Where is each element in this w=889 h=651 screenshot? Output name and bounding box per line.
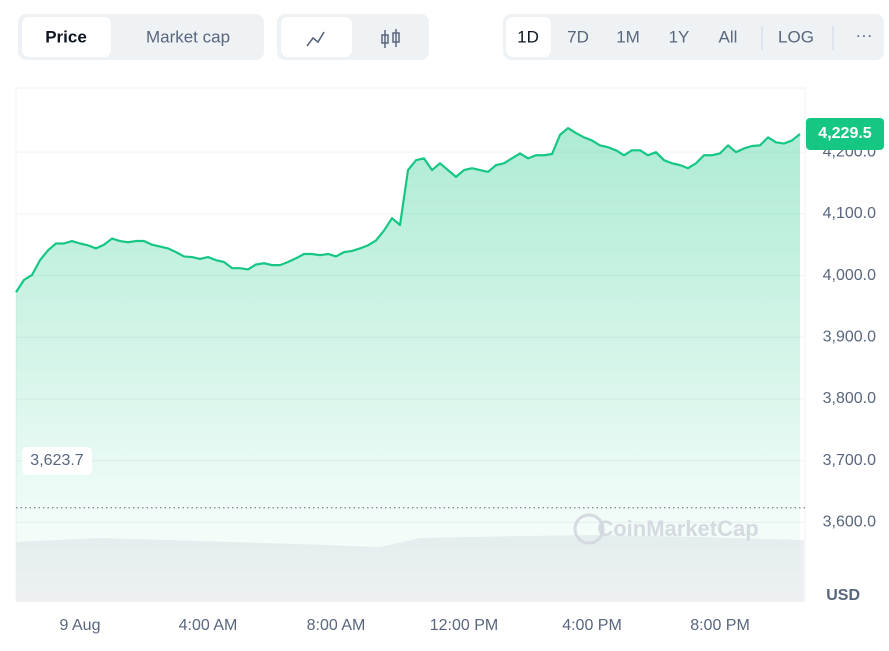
y-tick-label: 4,100.0 <box>823 205 876 222</box>
line-chart-button[interactable] <box>281 17 352 57</box>
x-tick-label: 8:00 PM <box>690 617 750 634</box>
price-line <box>15 127 801 293</box>
tab-market-cap[interactable]: Market cap <box>146 27 230 46</box>
more-button[interactable]: ··· <box>856 25 873 44</box>
range-all[interactable]: All <box>719 27 738 46</box>
y-tick-label: 3,600.0 <box>823 514 876 531</box>
y-tick-label: 4,000.0 <box>823 267 876 284</box>
watermark-logo <box>573 513 605 545</box>
log-toggle[interactable]: LOG <box>778 27 814 46</box>
x-tick-label: 12:00 PM <box>430 617 498 634</box>
range-1d[interactable]: 1D <box>517 27 539 46</box>
range-7d[interactable]: 7D <box>567 27 589 46</box>
x-tick-label: 8:00 AM <box>307 617 366 634</box>
range-group <box>503 14 884 60</box>
price-tag-label: 4,229.5 <box>818 125 871 142</box>
reference-label: 3,623.7 <box>30 452 83 469</box>
reference-label-bg <box>22 447 92 475</box>
y-tick-label: 3,900.0 <box>823 329 876 346</box>
price-tag <box>806 117 884 150</box>
y-unit: USD <box>826 587 860 604</box>
x-tick-label: 4:00 AM <box>179 617 238 634</box>
area-fill <box>16 128 800 603</box>
tab-price[interactable]: Price <box>45 27 87 46</box>
line-icon <box>306 31 325 47</box>
tab-active-bg <box>22 17 111 57</box>
range-1m[interactable]: 1M <box>616 27 640 46</box>
x-tick-label: 9 Aug <box>60 617 101 634</box>
watermark: CoinMarketCap <box>597 516 758 541</box>
range-1y[interactable]: 1Y <box>669 27 690 46</box>
range-active-bg <box>506 17 551 57</box>
candle-icon[interactable] <box>381 29 400 48</box>
x-tick-label: 4:00 PM <box>562 617 622 634</box>
y-tick-label: 3,700.0 <box>823 452 876 469</box>
y-tick-label: 3,800.0 <box>823 390 876 407</box>
